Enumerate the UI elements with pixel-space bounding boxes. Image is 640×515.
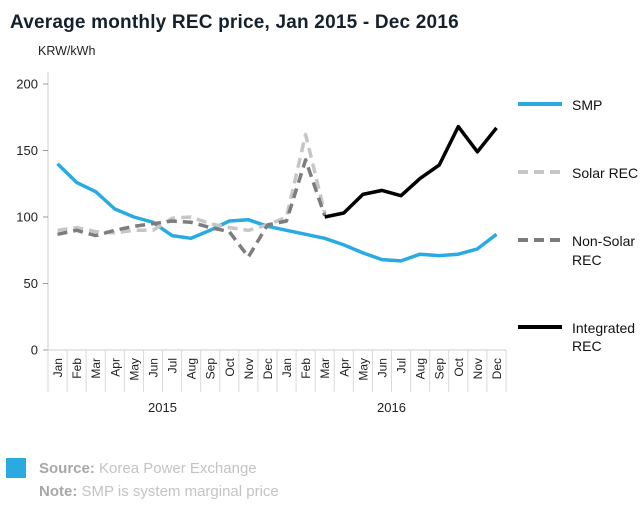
legend-item-smp: SMP xyxy=(518,96,640,114)
x-tick-label: Oct xyxy=(223,357,237,376)
legend-label: Non-Solar REC xyxy=(572,233,636,268)
legend: SMP Solar REC Non-Solar REC Integrated REC xyxy=(518,96,640,355)
price-line-chart: 0 50 100 150 200 Jan Feb Mar Apr May Jun Jul Aug Sep O… xyxy=(16,72,507,415)
y-tick-label: 0 xyxy=(31,343,38,358)
legend-item-integrated-rec: Integrated REC xyxy=(518,319,640,355)
source-line: Source: Korea Power Exchange xyxy=(39,458,279,481)
x-tick-label: Jan xyxy=(280,358,294,377)
year-label: 2016 xyxy=(377,400,406,415)
x-tick-label: Oct xyxy=(452,357,466,376)
source-label: Source: xyxy=(39,460,95,477)
x-tick-label: Mar xyxy=(318,358,332,379)
note-label: Note: xyxy=(39,482,78,500)
series-line-solar-rec xyxy=(57,132,327,235)
legend-label: Solar REC xyxy=(572,165,639,182)
footer-text: Source: Korea Power Exchange Note: SMP i… xyxy=(39,458,279,503)
x-tick-label: Jun xyxy=(375,358,389,377)
legend-item-solar-rec: Solar REC xyxy=(518,164,640,182)
x-tick-label: Mar xyxy=(89,358,103,379)
legend-line-sample xyxy=(518,238,562,243)
y-tick-label: 200 xyxy=(16,77,38,92)
footer: Source: Korea Power Exchange Note: SMP i… xyxy=(0,449,640,503)
x-tick-label: Apr xyxy=(337,358,351,377)
legend-label: SMP xyxy=(572,97,603,113)
x-tick-label: Dec xyxy=(261,358,275,379)
note-line: Note: SMP is system marginal price xyxy=(39,481,279,504)
legend-item-non-solar-rec: Non-Solar REC xyxy=(518,232,640,268)
x-tick-label: Aug xyxy=(185,358,199,379)
x-tick-label: Nov xyxy=(242,358,256,379)
x-tick-label: Sep xyxy=(433,358,447,380)
legend-line-sample xyxy=(518,102,562,106)
x-tick-label: Feb xyxy=(299,358,313,379)
note-value: SMP is system marginal price xyxy=(81,482,279,500)
x-tick-label: Aug xyxy=(414,358,428,379)
x-tick-label: Jul xyxy=(166,358,180,373)
x-tick-label: May xyxy=(356,358,370,381)
chart-area: KRW/kWh 0 50 100 150 200 Jan Feb Mar Apr May Jun Ju… xyxy=(0,36,640,449)
x-tick-label: May xyxy=(127,358,141,381)
y-tick-label: 50 xyxy=(24,276,38,291)
y-axis-unit-label: KRW/kWh xyxy=(38,44,96,58)
y-tick-label: 150 xyxy=(16,143,38,158)
source-value: Korea Power Exchange xyxy=(99,460,257,477)
year-label: 2015 xyxy=(148,400,177,415)
series-line-non-solar-rec xyxy=(57,158,327,259)
page-title: Average monthly REC price, Jan 2015 - De… xyxy=(10,12,459,33)
legend-label: Integrated REC xyxy=(572,319,636,354)
legend-line-sample xyxy=(518,324,562,329)
series-line-integrated-rec xyxy=(324,124,498,219)
x-tick-label: Dec xyxy=(490,358,504,379)
source-square-icon xyxy=(6,458,26,478)
x-tick-label: Nov xyxy=(471,358,485,379)
x-tick-label: Feb xyxy=(70,358,84,379)
series-line-smp xyxy=(56,162,498,263)
y-tick-label: 100 xyxy=(16,210,38,225)
x-tick-label: Jul xyxy=(395,358,409,373)
x-tick-label: Jun xyxy=(146,358,160,377)
x-tick-label: Jan xyxy=(51,358,65,377)
legend-line-sample xyxy=(518,170,562,175)
x-tick-label: Apr xyxy=(108,358,122,377)
x-tick-label: Sep xyxy=(204,358,218,380)
